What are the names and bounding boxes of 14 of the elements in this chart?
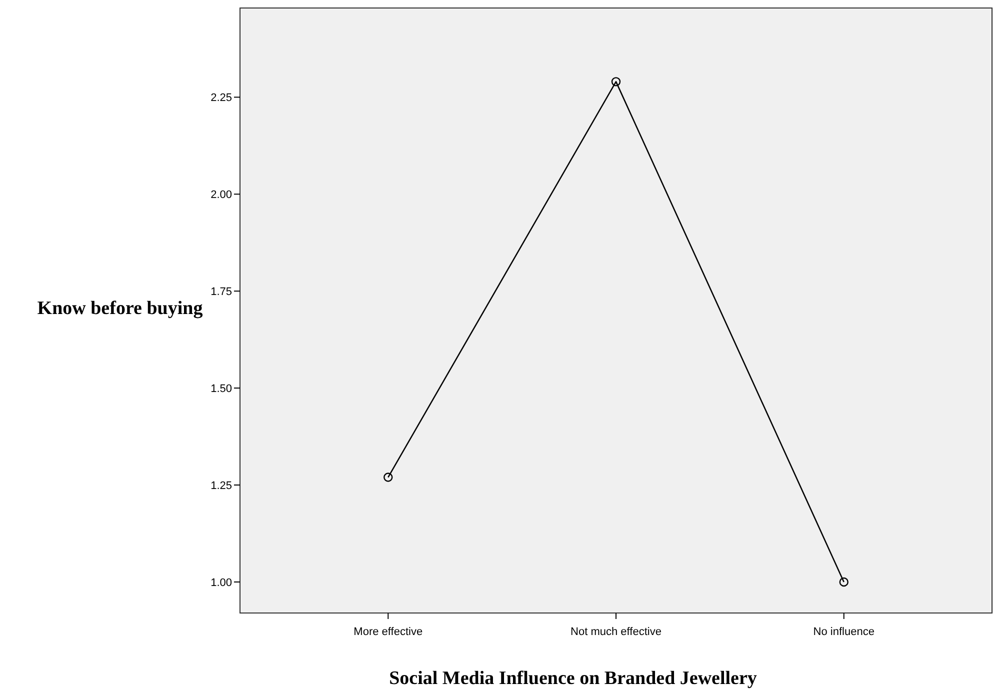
point (839, 577, 848, 587)
point (384, 472, 393, 482)
y-tick-label: 1.75 (210, 286, 232, 298)
y-axis-title: Know before buying (37, 298, 204, 319)
y-tick-label: 1.00 (210, 576, 232, 589)
x-tick-label: More effective (354, 626, 423, 638)
x-tick-label: No influence (813, 626, 874, 638)
x-axis-title: Social Media Influence on Branded Jewellery (389, 668, 758, 689)
point (611, 77, 621, 86)
y-tick-label: 2.00 (210, 189, 232, 202)
y-tick-label: 1.25 (210, 480, 232, 492)
x-tick-label: Not much effective (570, 626, 662, 638)
y-tick-label: 1.50 (210, 382, 232, 395)
y-tick-label: 2.25 (210, 92, 232, 104)
